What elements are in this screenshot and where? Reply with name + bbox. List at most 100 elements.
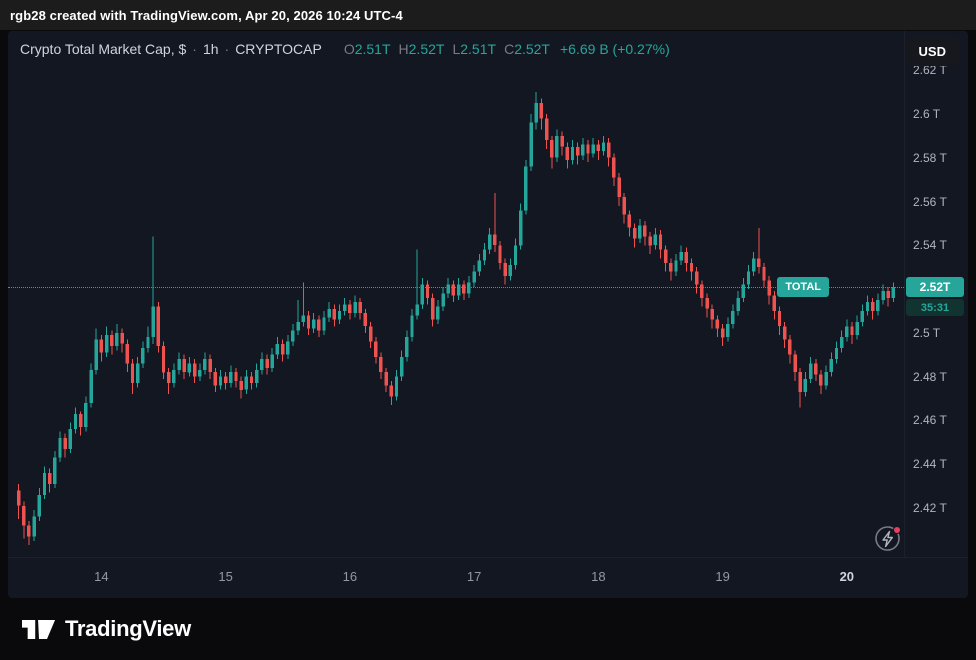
candle-body <box>249 376 254 384</box>
candle-body <box>156 306 161 346</box>
candle-body <box>68 429 73 449</box>
candle-body <box>146 337 150 349</box>
candle-body <box>115 332 119 346</box>
high-label: H <box>398 41 409 57</box>
candle-body <box>472 271 476 283</box>
candle-body <box>374 341 378 357</box>
candle-body <box>674 260 678 272</box>
candle-body <box>622 197 626 215</box>
legend-separator: · <box>192 41 197 57</box>
candle-body <box>783 326 787 340</box>
candle-body <box>814 363 818 375</box>
candle-body <box>130 363 135 384</box>
time-axis-label: 15 <box>218 569 233 584</box>
price-axis-label: 2.6 T <box>913 106 941 121</box>
candle-body <box>291 330 295 342</box>
candle-body <box>280 343 285 355</box>
candle-body <box>865 302 870 311</box>
candle-body <box>84 402 88 427</box>
candle-body <box>871 302 875 311</box>
candle-body <box>135 363 140 384</box>
price-axis-label: 2.42 T <box>913 500 947 515</box>
candle-body <box>79 413 83 427</box>
candles-canvas <box>16 92 896 546</box>
candle-body <box>788 339 792 355</box>
candle-body <box>431 297 435 320</box>
price-axis-label: 2.58 T <box>913 150 947 165</box>
boost-button[interactable] <box>874 524 902 552</box>
candle-body <box>32 516 36 537</box>
time-axis-label: 19 <box>715 569 730 584</box>
candle-body <box>632 227 637 239</box>
exchange-label[interactable]: CRYPTOCAP <box>235 41 322 57</box>
price-axis[interactable]: 2.52T 35:31 2.62 T 2.6 T 2.58 T 2.56 T 2.54 … <box>904 31 968 557</box>
candle-body <box>487 234 492 250</box>
candle-body <box>581 144 585 156</box>
candle-body <box>746 271 751 285</box>
candle-body <box>63 437 67 449</box>
candle-body <box>726 324 730 338</box>
candle-body <box>239 381 243 390</box>
close-label: C <box>504 41 515 57</box>
candle-body <box>275 343 280 355</box>
candle-body <box>607 142 611 158</box>
candle-body <box>477 260 481 272</box>
candle-body <box>560 135 564 147</box>
candle-body <box>881 291 885 300</box>
candle-body <box>736 297 740 311</box>
candle-body <box>570 146 575 160</box>
export-attribution-bar: rgb28 created with TradingView.com, Apr … <box>0 0 976 30</box>
candlestick-plot[interactable]: TOTAL <box>8 31 904 555</box>
footer-brand-bar: TradingView <box>0 598 976 660</box>
change-value: +6.69 B (+0.27%) <box>560 41 670 57</box>
tradingview-logo-icon[interactable] <box>22 618 56 641</box>
time-axis-label: 17 <box>466 569 482 584</box>
candle-body <box>410 315 414 338</box>
candle-body <box>203 359 207 370</box>
candle-body <box>213 372 217 386</box>
time-axis[interactable]: 14 15 16 17 18 19 20 <box>8 557 968 598</box>
candle-body <box>456 284 461 296</box>
candle-body <box>420 284 425 305</box>
candle-body <box>524 166 528 211</box>
candle-body <box>47 472 52 484</box>
time-axis-label: 18 <box>591 569 606 584</box>
symbol-price-flag: TOTAL <box>777 277 829 297</box>
candle-body <box>860 310 865 322</box>
candle-body <box>705 297 709 309</box>
candle-body <box>218 376 223 386</box>
candle-body <box>192 363 197 377</box>
candle-body <box>612 157 616 178</box>
candle-body <box>187 363 192 373</box>
candle-body <box>617 177 621 198</box>
candle-body <box>110 335 114 346</box>
candle-body <box>161 346 166 373</box>
price-axis-label: 2.46 T <box>913 413 947 428</box>
candle-body <box>94 339 98 370</box>
candle-body <box>311 319 316 329</box>
current-price-line <box>8 287 904 288</box>
price-axis-label: 2.62 T <box>913 63 947 78</box>
candle-body <box>596 144 601 152</box>
interval-label[interactable]: 1h <box>202 41 219 57</box>
candle-body <box>16 490 21 506</box>
candle-body <box>586 144 590 154</box>
tradingview-brand-text[interactable]: TradingView <box>65 616 191 641</box>
candle-body <box>550 140 554 158</box>
candle-body <box>436 306 440 320</box>
candle-body <box>498 245 502 263</box>
candle-body <box>684 251 689 263</box>
candle-body <box>53 457 57 484</box>
candle-body <box>394 376 399 397</box>
candle-body <box>363 313 368 327</box>
candle-body <box>389 385 393 397</box>
legend-separator: · <box>224 41 230 57</box>
candle-body <box>508 265 513 276</box>
candle-body <box>519 210 523 246</box>
candle-body <box>653 234 657 246</box>
candle-body <box>265 359 269 368</box>
currency-usd-button[interactable]: USD <box>904 37 960 66</box>
candle-body <box>855 321 859 335</box>
symbol-title[interactable]: Crypto Total Market Cap, $ <box>20 41 187 57</box>
candle-body <box>322 317 326 331</box>
